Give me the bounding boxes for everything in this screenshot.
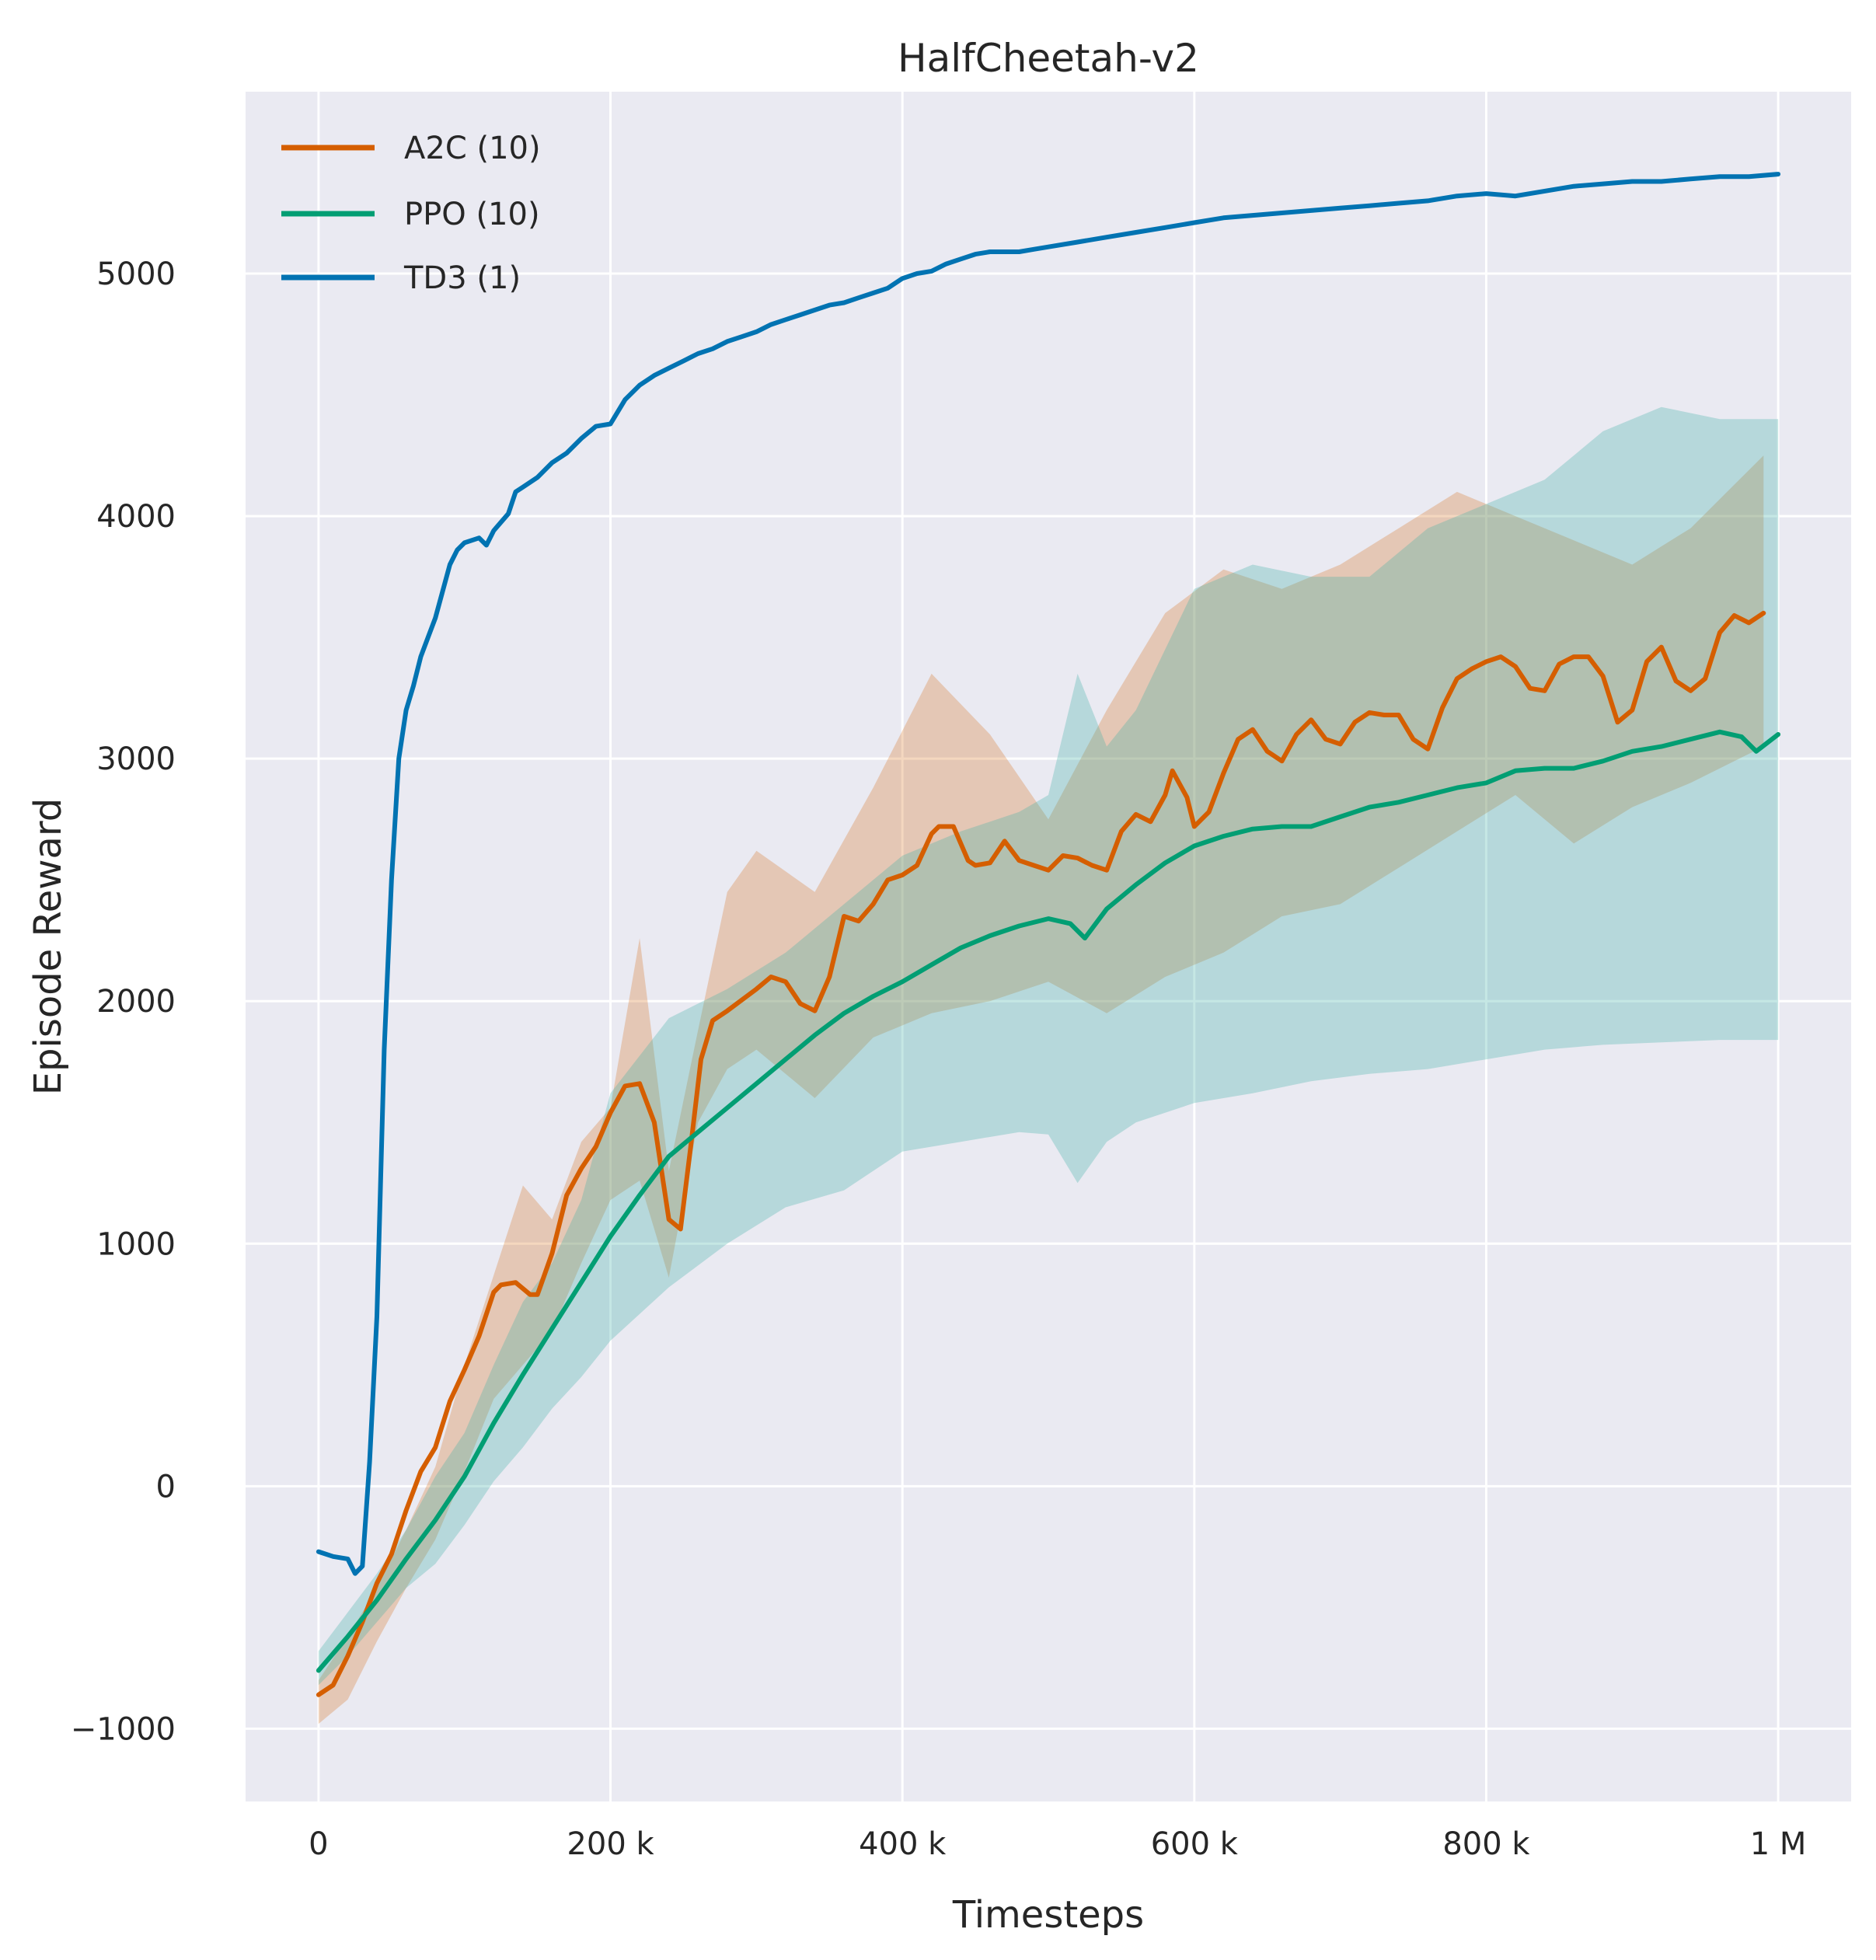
series-lines [316, 172, 1781, 1697]
legend-label-ppo: PPO (10) [404, 197, 540, 232]
tick-labels: 0 200 k 400 k 600 k 800 k 1 M −1000 0 1000 2000 30… [71, 256, 1807, 1862]
grid [246, 92, 1851, 1801]
y-tick-label: 2000 [96, 984, 176, 1020]
band-ppo-10 [318, 406, 1779, 1686]
chart-title: HalfCheetah-v2 [898, 36, 1199, 81]
band-a2c-10 [318, 455, 1764, 1725]
confidence-bands [318, 406, 1779, 1725]
y-tick-label: 4000 [96, 499, 176, 535]
plot-background [246, 92, 1851, 1801]
y-tick-label: 5000 [96, 256, 176, 292]
x-tick-label: 400 k [859, 1826, 947, 1862]
x-axis-label: Timesteps [952, 1893, 1144, 1937]
x-tick-label: 1 M [1750, 1826, 1807, 1862]
y-tick-label: 3000 [96, 741, 176, 777]
y-tick-label: 1000 [96, 1226, 176, 1262]
legend-label-td3: TD3 (1) [403, 260, 521, 296]
y-tick-label: −1000 [71, 1711, 176, 1747]
legend-label-a2c: A2C (10) [404, 131, 541, 166]
series-line-ppo-10 [316, 729, 1781, 1673]
x-tick-label: 0 [309, 1826, 328, 1862]
x-tick-label: 200 k [567, 1826, 654, 1862]
legend: A2C (10) PPO (10) TD3 (1) [281, 131, 541, 296]
y-tick-label: 0 [156, 1469, 176, 1505]
series-line-td3-1 [316, 172, 1781, 1576]
x-tick-label: 800 k [1442, 1826, 1530, 1862]
x-tick-label: 600 k [1151, 1826, 1239, 1862]
series-line-a2c-10 [316, 610, 1766, 1697]
y-axis-label: Episode Reward [26, 798, 70, 1096]
